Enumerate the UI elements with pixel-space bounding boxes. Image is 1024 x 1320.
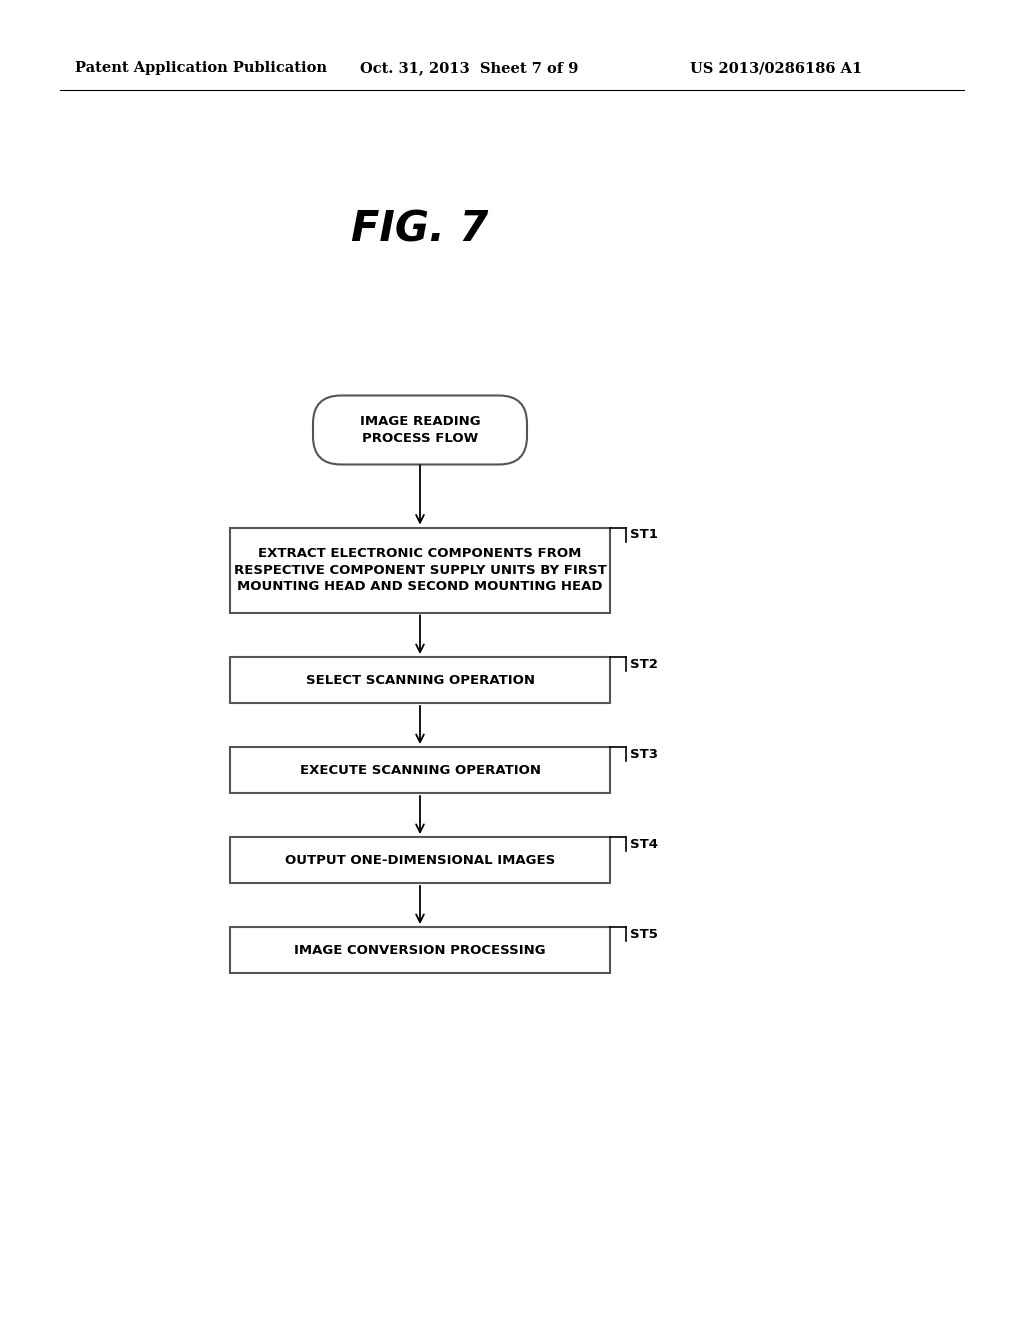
FancyBboxPatch shape [230,927,610,973]
Text: OUTPUT ONE-DIMENSIONAL IMAGES: OUTPUT ONE-DIMENSIONAL IMAGES [285,854,555,866]
Text: Patent Application Publication: Patent Application Publication [75,61,327,75]
FancyBboxPatch shape [230,837,610,883]
Text: IMAGE CONVERSION PROCESSING: IMAGE CONVERSION PROCESSING [294,944,546,957]
Text: ST3: ST3 [630,747,658,760]
FancyBboxPatch shape [313,396,527,465]
FancyBboxPatch shape [230,657,610,704]
Text: ST5: ST5 [630,928,657,940]
FancyBboxPatch shape [230,747,610,793]
Text: FIG. 7: FIG. 7 [351,209,488,251]
Text: ST2: ST2 [630,657,657,671]
Text: ST1: ST1 [630,528,657,541]
Text: ST4: ST4 [630,837,658,850]
Text: US 2013/0286186 A1: US 2013/0286186 A1 [690,61,862,75]
Text: SELECT SCANNING OPERATION: SELECT SCANNING OPERATION [305,673,535,686]
Text: EXTRACT ELECTRONIC COMPONENTS FROM
RESPECTIVE COMPONENT SUPPLY UNITS BY FIRST
MO: EXTRACT ELECTRONIC COMPONENTS FROM RESPE… [233,546,606,593]
Text: Oct. 31, 2013  Sheet 7 of 9: Oct. 31, 2013 Sheet 7 of 9 [360,61,579,75]
FancyBboxPatch shape [230,528,610,612]
Text: EXECUTE SCANNING OPERATION: EXECUTE SCANNING OPERATION [299,763,541,776]
Text: IMAGE READING
PROCESS FLOW: IMAGE READING PROCESS FLOW [359,414,480,445]
